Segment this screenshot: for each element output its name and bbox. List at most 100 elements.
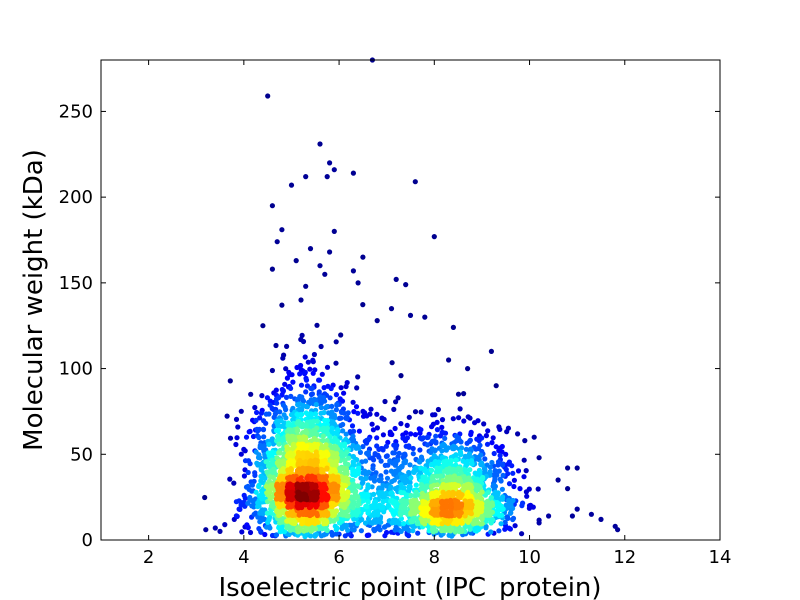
data-point <box>277 409 283 415</box>
data-point <box>500 462 506 468</box>
data-point <box>280 355 286 361</box>
data-point <box>314 442 321 448</box>
data-point <box>279 227 285 233</box>
data-point <box>459 528 465 535</box>
data-point <box>307 366 313 372</box>
data-point <box>330 483 336 489</box>
data-point <box>360 444 366 450</box>
data-point <box>328 385 334 392</box>
data-point <box>404 422 410 428</box>
data-point <box>380 498 386 505</box>
data-point <box>503 502 509 508</box>
data-point <box>410 506 416 512</box>
data-point <box>261 418 267 424</box>
data-point <box>475 445 482 452</box>
data-point <box>370 465 376 472</box>
data-point <box>475 418 481 424</box>
data-point <box>519 531 525 537</box>
data-point <box>331 461 338 467</box>
data-point <box>235 424 241 430</box>
data-point <box>417 447 423 453</box>
data-point <box>290 435 296 441</box>
data-point <box>462 510 468 516</box>
data-point <box>369 421 375 427</box>
data-point <box>395 395 401 401</box>
data-point <box>381 416 387 422</box>
data-point <box>392 425 398 432</box>
data-point <box>303 484 310 490</box>
data-point <box>503 466 509 473</box>
data-point <box>412 409 419 415</box>
data-point <box>467 517 473 523</box>
data-point <box>447 458 453 464</box>
data-point <box>449 482 455 488</box>
data-point <box>306 521 312 527</box>
data-point <box>588 511 595 517</box>
data-point <box>249 482 255 488</box>
data-point <box>487 469 493 475</box>
data-point <box>372 527 378 533</box>
data-point <box>424 507 430 513</box>
data-point <box>445 490 451 496</box>
data-point <box>258 410 264 416</box>
data-point <box>360 479 366 486</box>
data-point <box>457 406 463 412</box>
data-point <box>363 458 369 464</box>
data-point <box>408 519 414 525</box>
data-point <box>477 504 483 510</box>
data-point <box>316 377 322 383</box>
data-point <box>461 418 467 424</box>
data-point <box>283 394 290 400</box>
data-point <box>351 428 357 434</box>
data-point <box>432 511 438 517</box>
data-point <box>255 514 261 520</box>
data-point <box>339 451 345 457</box>
data-point <box>321 510 327 516</box>
data-point <box>479 489 485 495</box>
data-point <box>511 483 517 490</box>
data-point <box>488 520 494 526</box>
data-point <box>479 516 485 522</box>
data-point <box>236 498 242 504</box>
data-point <box>468 446 474 452</box>
data-point <box>407 479 413 486</box>
data-point <box>341 482 347 489</box>
data-point <box>453 452 459 458</box>
data-point <box>260 427 267 433</box>
data-point <box>313 504 319 510</box>
data-point <box>311 489 317 495</box>
data-point <box>521 457 527 463</box>
data-point <box>440 430 447 436</box>
data-point <box>233 441 239 448</box>
data-point <box>289 489 295 495</box>
data-point <box>387 458 393 465</box>
data-point <box>374 318 380 324</box>
x-tick-label: 4 <box>238 547 249 568</box>
data-point <box>294 397 300 403</box>
data-point <box>474 518 480 524</box>
data-point <box>468 504 474 511</box>
data-point <box>467 437 473 443</box>
data-point <box>278 418 284 424</box>
data-point <box>269 266 275 272</box>
data-point <box>329 409 335 415</box>
data-point <box>343 466 350 472</box>
data-point <box>257 442 263 449</box>
data-point <box>352 472 358 478</box>
data-point <box>406 414 412 420</box>
data-point <box>447 527 453 534</box>
data-point <box>280 466 286 472</box>
data-point <box>339 442 345 448</box>
data-point <box>337 466 344 472</box>
data-point <box>298 517 304 523</box>
data-point <box>400 521 407 527</box>
data-point <box>303 174 309 180</box>
data-point <box>489 459 495 466</box>
data-point <box>259 393 265 399</box>
data-point <box>319 371 325 377</box>
data-point <box>303 443 309 449</box>
data-point <box>227 435 234 441</box>
data-point <box>285 420 291 426</box>
data-point <box>256 434 262 441</box>
data-point <box>465 366 471 372</box>
